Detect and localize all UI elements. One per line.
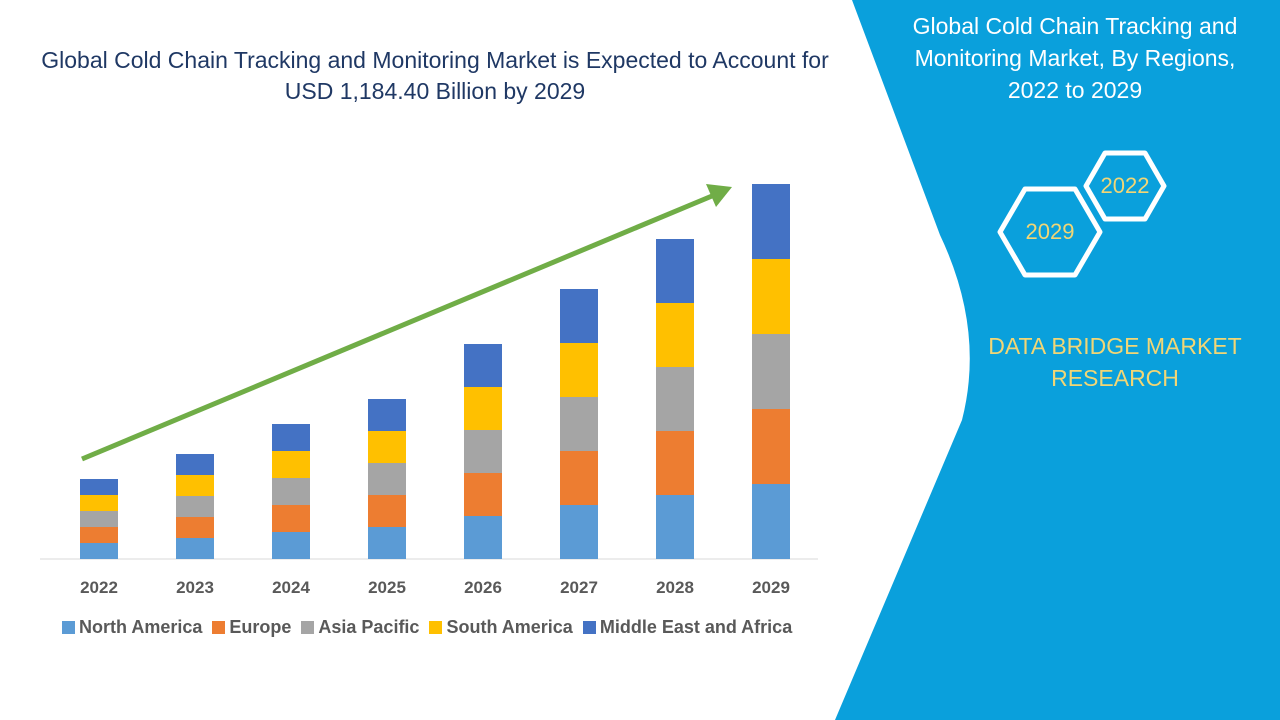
bar-segment-europe-2029: [752, 409, 790, 484]
bar-segment-europe-2028: [656, 431, 694, 495]
x-tick-label: 2028: [656, 578, 694, 597]
x-tick-label: 2026: [464, 578, 502, 597]
bar-segment-middle-east-and-africa-2026: [464, 344, 502, 387]
bar-segment-north-america-2029: [752, 484, 790, 559]
bar-segment-middle-east-and-africa-2025: [368, 399, 406, 431]
bar-segment-middle-east-and-africa-2029: [752, 184, 790, 259]
bar-segment-south-america-2023: [176, 475, 214, 496]
bar-segment-middle-east-and-africa-2022: [80, 479, 118, 495]
legend-label: Middle East and Africa: [599, 617, 793, 637]
side-panel-title: Global Cold Chain Tracking and Monitorin…: [912, 13, 1238, 103]
hex-2029-label: 2029: [1025, 219, 1075, 244]
bar-segment-europe-2027: [560, 451, 598, 505]
x-tick-label: 2022: [80, 578, 118, 597]
legend-swatch: [301, 621, 315, 634]
bar-segment-middle-east-and-africa-2024: [272, 424, 310, 451]
legend-item: Europe: [212, 617, 291, 638]
legend-item: Asia Pacific: [301, 617, 419, 638]
bar-segment-north-america-2022: [80, 543, 118, 559]
bar-segment-south-america-2026: [464, 387, 502, 430]
x-tick-label: 2025: [368, 578, 406, 597]
bar-segment-north-america-2023: [176, 538, 214, 559]
bar-segment-europe-2022: [80, 527, 118, 543]
legend-swatch: [212, 621, 226, 634]
bar-segment-south-america-2025: [368, 431, 406, 463]
hex-2029-shape: [997, 186, 1103, 278]
bar-segment-south-america-2029: [752, 259, 790, 334]
legend: North America Europe Asia Pacific South Ame…: [62, 617, 792, 638]
bar-segment-middle-east-and-africa-2028: [656, 239, 694, 303]
bar-segment-north-america-2026: [464, 516, 502, 559]
brand-name: DATA BRIDGE MARKET RESEARCH: [988, 333, 1242, 391]
bar-segment-asia-pacific-2026: [464, 430, 502, 473]
bar-segment-asia-pacific-2025: [368, 463, 406, 495]
legend-label: North America: [79, 617, 203, 637]
legend-label: Europe: [229, 617, 292, 637]
trend-arrow-head-icon: [706, 184, 732, 207]
bar-segment-north-america-2024: [272, 532, 310, 559]
legend-swatch: [582, 621, 596, 634]
legend-item: South America: [429, 617, 573, 638]
bar-segment-north-america-2028: [656, 495, 694, 559]
bar-segment-north-america-2025: [368, 527, 406, 559]
legend-item: North America: [62, 617, 202, 638]
bar-segment-asia-pacific-2024: [272, 478, 310, 505]
bar-segment-europe-2024: [272, 505, 310, 532]
bar-segment-europe-2026: [464, 473, 502, 516]
bar-segment-europe-2025: [368, 495, 406, 527]
hex-2022-label: 2022: [1100, 173, 1150, 198]
chart-title: Global Cold Chain Tracking and Monitorin…: [41, 47, 829, 104]
bar-segment-asia-pacific-2022: [80, 511, 118, 527]
bar-segment-asia-pacific-2029: [752, 334, 790, 409]
stacked-bar-chart: 2022 2023 2024 2025 2026 2027 2028 2029: [40, 184, 818, 597]
bar-segment-south-america-2022: [80, 495, 118, 511]
legend-label: South America: [446, 617, 573, 637]
bar-segment-south-america-2028: [656, 303, 694, 367]
bar-segment-south-america-2024: [272, 451, 310, 478]
bar-segment-asia-pacific-2027: [560, 397, 598, 451]
bar-segment-north-america-2027: [560, 505, 598, 559]
x-tick-label: 2027: [560, 578, 598, 597]
trend-arrow-line: [81, 193, 713, 462]
x-tick-label: 2024: [272, 578, 310, 597]
x-tick-label: 2029: [752, 578, 790, 597]
hex-2022-shape: [1083, 150, 1167, 222]
bar-segment-south-america-2027: [560, 343, 598, 397]
x-tick-label: 2023: [176, 578, 214, 597]
legend-swatch: [62, 621, 75, 634]
bar-segment-middle-east-and-africa-2023: [176, 454, 214, 475]
legend-item: Middle East and Africa: [582, 617, 793, 638]
bar-segment-asia-pacific-2028: [656, 367, 694, 431]
bar-segment-middle-east-and-africa-2027: [560, 289, 598, 343]
legend-swatch: [429, 621, 443, 634]
legend-label: Asia Pacific: [318, 617, 420, 637]
bar-segment-asia-pacific-2023: [176, 496, 214, 517]
bar-segment-europe-2023: [176, 517, 214, 538]
